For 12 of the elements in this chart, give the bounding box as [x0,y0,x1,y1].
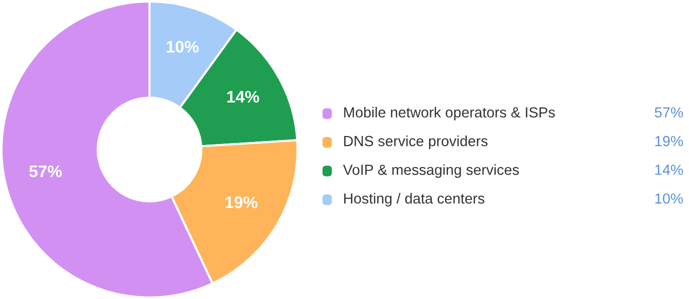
data-label: 10% [166,40,199,53]
text: 57% [654,107,683,118]
legend-label: VoIP & messaging services [343,164,519,178]
legend-label: Mobile network operators & ISPs [344,106,555,120]
data-label: 57% [29,165,62,178]
text: 19% [655,136,683,146]
legend-label: Hosting / data centers [344,192,484,207]
data-label: 19% [226,196,258,208]
data-label: 14% [227,90,260,103]
text: 10% [655,193,683,204]
legend-label: DNS service providers [344,136,488,150]
text: 14% [655,164,683,175]
